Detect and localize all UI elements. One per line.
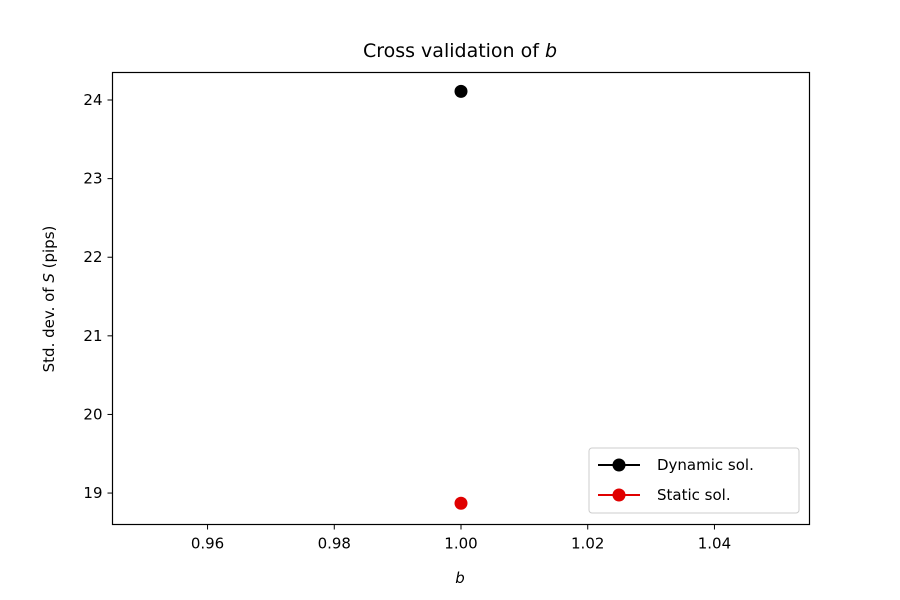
plot-area-frame xyxy=(111,71,811,526)
data-points xyxy=(454,84,468,510)
data-point-dynamic-sol xyxy=(454,84,468,98)
data-point-static-sol xyxy=(454,496,468,510)
y-tick-label: 21 xyxy=(83,327,102,345)
legend-marker-dynamic-sol xyxy=(612,458,626,472)
y-tick-label: 20 xyxy=(83,405,102,423)
x-tick-label: 1.04 xyxy=(698,535,731,553)
y-tick-label: 24 xyxy=(83,91,102,109)
legend-marker-static-sol xyxy=(612,488,626,502)
legend: Dynamic sol. Static sol. xyxy=(588,447,800,514)
chart-title-prefix: Cross validation of xyxy=(363,40,545,62)
x-axis-ticks: 0.96 0.98 1.00 1.02 1.04 xyxy=(191,524,731,553)
x-tick-label: 1.02 xyxy=(571,535,604,553)
y-axis-label-prefix: Std. dev. of xyxy=(40,283,58,373)
chart-title: Cross validation of b xyxy=(363,40,557,62)
x-tick-label: 1.00 xyxy=(444,535,477,553)
chart-title-variable: b xyxy=(545,40,557,62)
y-tick-label: 23 xyxy=(83,170,102,188)
legend-box xyxy=(588,447,800,514)
legend-label-dynamic-sol: Dynamic sol. xyxy=(657,456,754,474)
y-tick-label: 19 xyxy=(83,484,102,502)
x-axis-label: b xyxy=(455,569,465,587)
y-tick-label: 22 xyxy=(83,248,102,266)
legend-items: Dynamic sol. Static sol. xyxy=(598,456,754,504)
y-axis-ticks: 19 20 21 22 23 24 xyxy=(83,91,113,502)
x-tick-label: 0.98 xyxy=(318,535,351,553)
y-axis-label: Std. dev. of S (pips) xyxy=(40,226,58,373)
y-axis-label-suffix: (pips) xyxy=(40,226,58,274)
legend-label-static-sol: Static sol. xyxy=(657,486,731,504)
x-tick-label: 0.96 xyxy=(191,535,224,553)
y-axis-label-variable: S xyxy=(40,273,58,283)
